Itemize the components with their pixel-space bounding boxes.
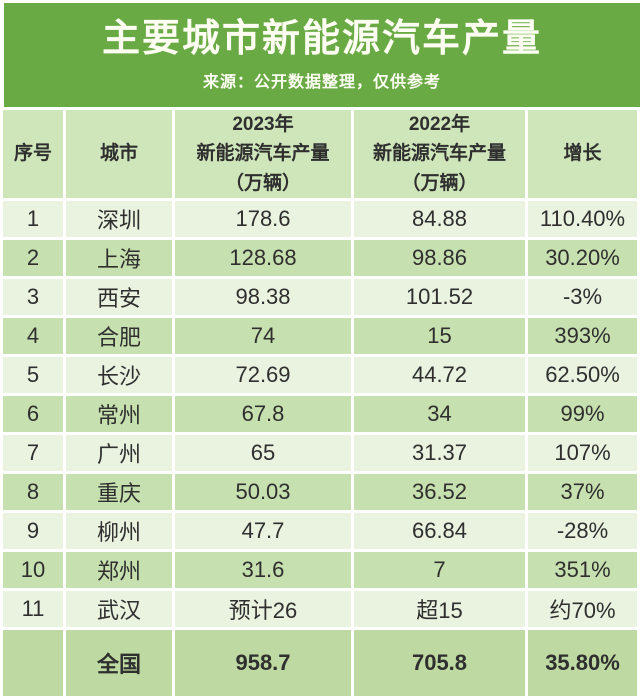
production-2023-cell: 31.6	[175, 552, 351, 589]
city-header: 城市	[66, 110, 172, 199]
production-2023-cell: 47.7	[175, 513, 351, 550]
production-2022-cell: 101.52	[354, 279, 525, 316]
city-cell: 上海	[66, 240, 172, 277]
production-2023-header: 2023年 新能源汽车产量 （万辆）	[175, 110, 351, 199]
city-cell: 深圳	[66, 201, 172, 238]
production-2022-cell: 36.52	[354, 474, 525, 511]
growth-cell: -3%	[528, 279, 637, 316]
production-2023-cell: 958.7	[175, 630, 351, 697]
rank-cell	[3, 630, 63, 697]
table-row: 6 常州 67.8 34 99%	[3, 396, 637, 433]
production-table: 序号 城市 2023年 新能源汽车产量 （万辆） 2022年 新能源汽车产量 （…	[0, 107, 640, 699]
city-cell: 长沙	[66, 357, 172, 394]
rank-cell: 2	[3, 240, 63, 277]
table-row: 9 柳州 47.7 66.84 -28%	[3, 513, 637, 550]
table-row: 2 上海 128.68 98.86 30.20%	[3, 240, 637, 277]
table-row: 8 重庆 50.03 36.52 37%	[3, 474, 637, 511]
growth-cell: -28%	[528, 513, 637, 550]
production-2022-cell: 34	[354, 396, 525, 433]
production-2023-cell: 67.8	[175, 396, 351, 433]
source-note: 来源：公开数据整理，仅供参考	[202, 74, 441, 92]
production-2022-cell: 44.72	[354, 357, 525, 394]
table-row: 4 合肥 74 15 393%	[3, 318, 637, 355]
table-row: 5 长沙 72.69 44.72 62.50%	[3, 357, 637, 394]
production-2022-header: 2022年 新能源汽车产量 （万辆）	[354, 110, 525, 199]
production-2022-cell: 超15	[354, 591, 525, 628]
city-cell: 合肥	[66, 318, 172, 355]
city-cell: 重庆	[66, 474, 172, 511]
rank-cell: 5	[3, 357, 63, 394]
growth-cell: 30.20%	[528, 240, 637, 277]
page-title: 主要城市新能源汽车产量	[101, 17, 542, 60]
city-cell: 广州	[66, 435, 172, 472]
city-cell: 西安	[66, 279, 172, 316]
growth-cell: 99%	[528, 396, 637, 433]
city-cell: 武汉	[66, 591, 172, 628]
rank-cell: 10	[3, 552, 63, 589]
rank-cell: 4	[3, 318, 63, 355]
city-cell: 常州	[66, 396, 172, 433]
rank-cell: 3	[3, 279, 63, 316]
banner: 主要城市新能源汽车产量 来源：公开数据整理，仅供参考	[4, 3, 640, 107]
production-2022-cell: 705.8	[354, 630, 525, 697]
city-cell: 柳州	[66, 513, 172, 550]
table-header-row: 序号 城市 2023年 新能源汽车产量 （万辆） 2022年 新能源汽车产量 （…	[3, 110, 637, 199]
production-2022-cell: 84.88	[354, 201, 525, 238]
production-2023-cell: 98.38	[175, 279, 351, 316]
production-2022-cell: 15	[354, 318, 525, 355]
table-row: 1 深圳 178.6 84.88 110.40%	[3, 201, 637, 238]
growth-cell: 110.40%	[528, 201, 637, 238]
production-2022-cell: 31.37	[354, 435, 525, 472]
rank-cell: 9	[3, 513, 63, 550]
growth-cell: 62.50%	[528, 357, 637, 394]
production-2023-cell: 65	[175, 435, 351, 472]
growth-cell: 约70%	[528, 591, 637, 628]
rank-cell: 8	[3, 474, 63, 511]
growth-cell: 37%	[528, 474, 637, 511]
rank-cell: 6	[3, 396, 63, 433]
table-row: 7 广州 65 31.37 107%	[3, 435, 637, 472]
production-2023-cell: 72.69	[175, 357, 351, 394]
total-row: 全国 958.7 705.8 35.80%	[3, 630, 637, 697]
rank-cell: 11	[3, 591, 63, 628]
city-cell: 全国	[66, 630, 172, 697]
production-2022-cell: 98.86	[354, 240, 525, 277]
growth-header: 增长	[528, 110, 637, 199]
table-row: 10 郑州 31.6 7 351%	[3, 552, 637, 589]
production-2023-cell: 74	[175, 318, 351, 355]
production-2023-cell: 预计26	[175, 591, 351, 628]
rank-cell: 7	[3, 435, 63, 472]
city-cell: 郑州	[66, 552, 172, 589]
growth-cell: 393%	[528, 318, 637, 355]
rank-cell: 1	[3, 201, 63, 238]
growth-cell: 35.80%	[528, 630, 637, 697]
production-2022-cell: 66.84	[354, 513, 525, 550]
table-row: 11 武汉 预计26 超15 约70%	[3, 591, 637, 628]
production-2023-cell: 128.68	[175, 240, 351, 277]
rank-header: 序号	[3, 110, 63, 199]
table-row: 3 西安 98.38 101.52 -3%	[3, 279, 637, 316]
production-2023-cell: 178.6	[175, 201, 351, 238]
growth-cell: 107%	[528, 435, 637, 472]
growth-cell: 351%	[528, 552, 637, 589]
production-2023-cell: 50.03	[175, 474, 351, 511]
production-2022-cell: 7	[354, 552, 525, 589]
